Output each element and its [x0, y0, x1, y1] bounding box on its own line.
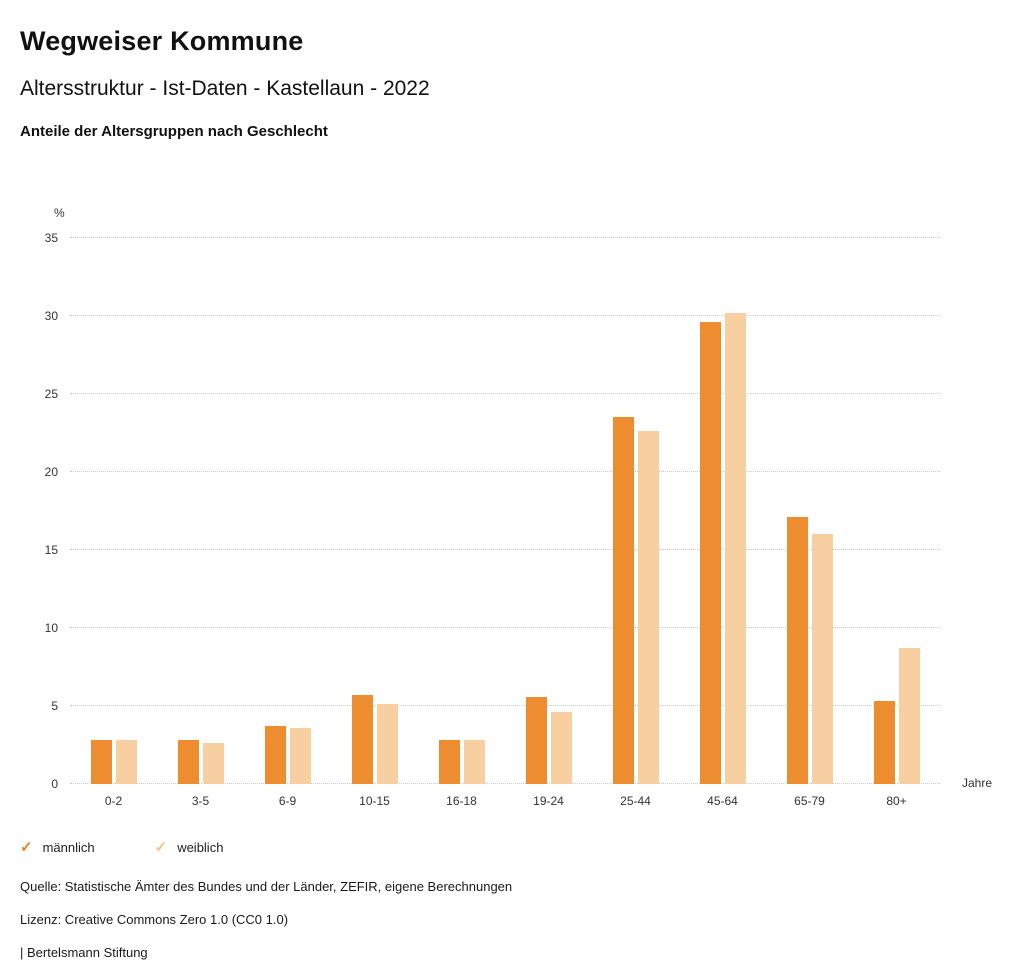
legend-label: weiblich — [177, 840, 224, 855]
y-tick-label: 25 — [44, 387, 58, 401]
x-tick-label: 45-64 — [707, 794, 738, 808]
footer: Quelle: Statistische Ämter des Bundes un… — [20, 879, 1000, 960]
legend-item-weiblich[interactable]: ✓ weiblich — [155, 840, 224, 855]
bar-group-19-24: 19-24 — [505, 238, 592, 808]
bar-männlich-6-9 — [264, 726, 286, 784]
bar-männlich-45-64 — [699, 322, 721, 784]
y-tick-label: 20 — [44, 465, 58, 479]
bar-weiblich-80+ — [898, 648, 920, 784]
gridline — [70, 783, 940, 784]
bar-group-3-5: 3-5 — [157, 238, 244, 808]
plot-area: 0 5 10 15 20 25 30 35 0-2 3-5 6-9 10-15 16-18 19-24 25… — [45, 231, 940, 808]
gridline — [70, 393, 940, 394]
x-tick-label: 0-2 — [104, 794, 123, 808]
x-tick-label: 25-44 — [620, 794, 651, 808]
bar-group-6-9: 6-9 — [244, 238, 331, 808]
page-title: Wegweiser Kommune — [20, 26, 304, 56]
chart: % 0 5 10 15 20 25 30 35 0-2 3-5 6-9 10-15 16-18 19-24… — [45, 206, 992, 808]
gridline — [70, 549, 940, 550]
y-tick-label: 30 — [44, 309, 58, 323]
bar-weiblich-25-44 — [637, 431, 659, 784]
check-icon: ✓ — [20, 839, 33, 856]
y-tick-label: 5 — [51, 699, 58, 713]
y-tick-label: 15 — [44, 543, 58, 557]
y-axis-unit-label: % — [54, 206, 65, 220]
bar-weiblich-19-24 — [550, 712, 572, 784]
gridline — [70, 627, 940, 628]
y-tick-label: 0 — [51, 777, 58, 791]
page-subtitle: Altersstruktur - Ist-Daten - Kastellaun … — [20, 77, 430, 100]
bar-group-65-79: 65-79 — [766, 238, 853, 808]
bar-männlich-19-24 — [525, 696, 547, 784]
bar-group-80+: 80+ — [853, 238, 940, 808]
x-tick-label: 19-24 — [533, 794, 564, 808]
bar-männlich-10-15 — [351, 695, 373, 784]
x-tick-label: 16-18 — [446, 794, 477, 808]
bar-group-0-2: 0-2 — [70, 238, 157, 808]
x-tick-label: 80+ — [886, 794, 907, 808]
bar-weiblich-45-64 — [724, 312, 746, 784]
license-text: Lizenz: Creative Commons Zero 1.0 (CC0 1… — [20, 912, 289, 927]
x-tick-label: 10-15 — [359, 794, 390, 808]
legend-item-maennlich[interactable]: ✓ männlich — [20, 840, 95, 855]
bar-weiblich-6-9 — [289, 727, 311, 784]
gridline — [70, 705, 940, 706]
x-tick-label: 65-79 — [794, 794, 825, 808]
legend-label: männlich — [42, 840, 95, 855]
gridline — [70, 237, 940, 238]
x-axis-unit-label: Jahre — [961, 776, 992, 790]
gridline — [70, 315, 940, 316]
bar-group-16-18: 16-18 — [418, 238, 505, 808]
bar-männlich-65-79 — [786, 517, 808, 784]
x-tick-label: 3-5 — [191, 794, 210, 808]
bar-männlich-3-5 — [177, 740, 199, 784]
bar-group-45-64: 45-64 — [679, 238, 766, 808]
bar-group-10-15: 10-15 — [331, 238, 418, 808]
attribution-text: | Bertelsmann Stiftung — [20, 945, 148, 960]
y-tick-label: 35 — [44, 231, 58, 245]
gridline — [70, 471, 940, 472]
bar-weiblich-65-79 — [811, 534, 833, 784]
bar-weiblich-10-15 — [376, 704, 398, 784]
bar-männlich-25-44 — [612, 417, 634, 784]
x-tick-label: 6-9 — [278, 794, 297, 808]
bar-weiblich-0-2 — [115, 740, 137, 784]
bar-männlich-16-18 — [438, 740, 460, 784]
chart-heading: Anteile der Altersgruppen nach Geschlech… — [20, 123, 328, 140]
bar-weiblich-16-18 — [463, 740, 485, 784]
y-tick-label: 10 — [44, 621, 58, 635]
check-icon: ✓ — [154, 839, 168, 856]
bar-group-25-44: 25-44 — [592, 238, 679, 808]
bar-männlich-0-2 — [90, 740, 112, 784]
legend: ✓ männlich ✓ weiblich — [20, 840, 1000, 855]
bar-weiblich-3-5 — [202, 743, 224, 784]
bar-männlich-80+ — [873, 701, 895, 784]
source-text: Quelle: Statistische Ämter des Bundes un… — [20, 879, 513, 894]
